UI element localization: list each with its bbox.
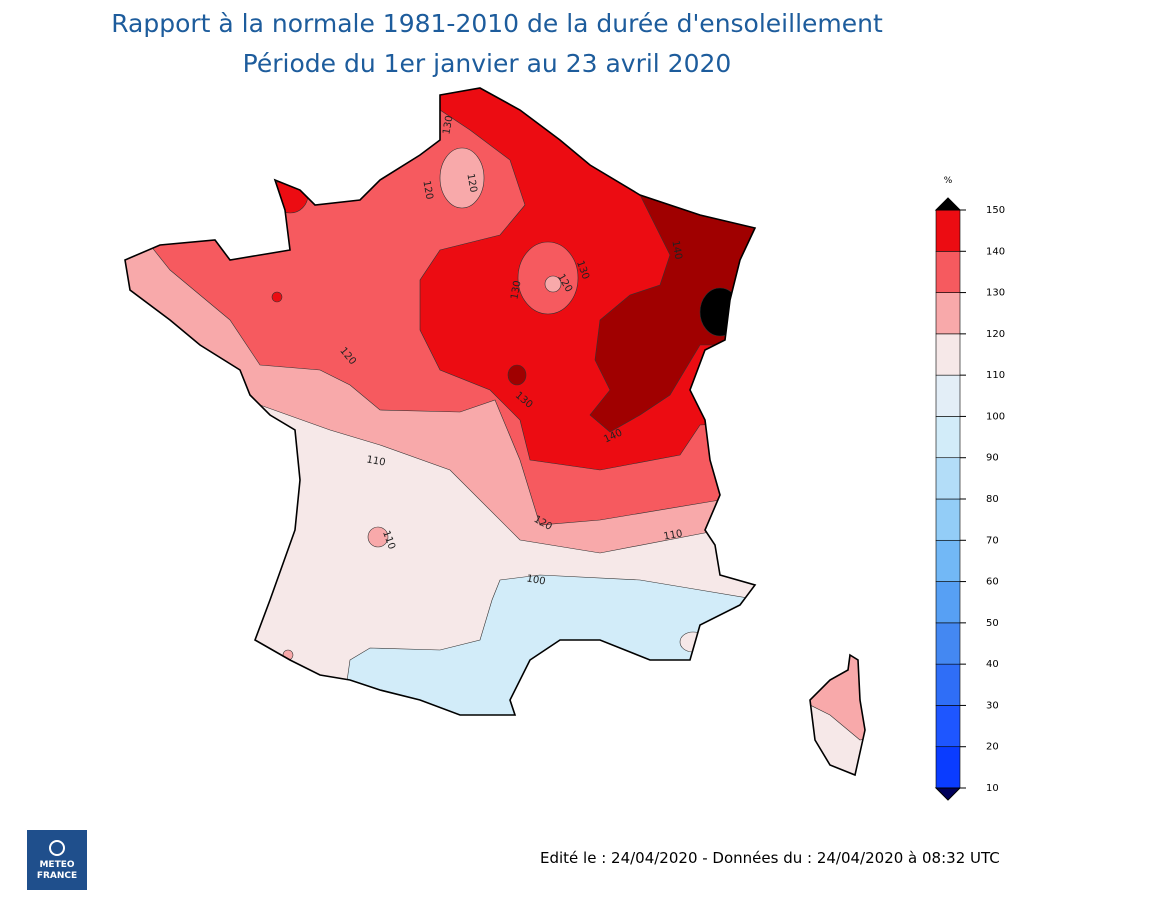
colorbar-under <box>934 787 962 801</box>
colorbar-band <box>935 746 961 789</box>
colorbar-tick-label: 60 <box>986 577 999 588</box>
contour-label: 110 <box>366 454 387 468</box>
colorbar-tick-label: 110 <box>986 370 1005 381</box>
field-110-120 <box>439 147 485 209</box>
colorbar-band <box>935 457 961 500</box>
colorbar-band <box>935 250 961 293</box>
colorbar-band <box>935 622 961 665</box>
contour-label: 130 <box>441 115 455 136</box>
colorbar-band <box>935 539 961 582</box>
field-130-140 <box>271 291 283 303</box>
logo: METEO FRANCE <box>27 830 87 890</box>
colorbar-unit: % <box>944 176 953 186</box>
field-140-150 <box>507 364 527 386</box>
france-fields <box>125 88 755 715</box>
colorbar-tick-label: 80 <box>986 494 999 505</box>
logo-icon <box>49 840 65 856</box>
field-110-120 <box>544 275 562 293</box>
colorbar-band <box>935 498 961 541</box>
contour-label: 120 <box>464 173 478 194</box>
colorbar-tick-label: 30 <box>986 700 999 711</box>
colorbar: % 10 20 30 40 50 60 70 80 90 100 110 120 130 140 150 <box>934 176 1005 801</box>
colorbar-band <box>935 292 961 335</box>
title: Rapport à la normale 1981-2010 de la dur… <box>111 9 883 38</box>
colorbar-over <box>934 197 962 211</box>
colorbar-tick-label: 40 <box>986 659 999 670</box>
colorbar-tick-label: 10 <box>986 783 999 794</box>
field-110-120 <box>367 526 389 548</box>
colorbar-band <box>935 374 961 417</box>
logo-text: FRANCE <box>37 871 77 881</box>
colorbar-band <box>935 705 961 748</box>
colorbar-tick-label: 140 <box>986 246 1005 257</box>
colorbar-band <box>935 581 961 624</box>
colorbar-tick-label: 130 <box>986 288 1005 299</box>
contour-label: 130 <box>509 280 523 301</box>
contour-label: 110 <box>663 528 684 542</box>
colorbar-band <box>935 416 961 459</box>
colorbar-band <box>935 209 961 252</box>
colorbar-tick-label: 150 <box>986 205 1005 216</box>
colorbar-tick-label: 50 <box>986 618 999 629</box>
colorbar-tick-label: 20 <box>986 742 999 753</box>
colorbar-band <box>935 333 961 376</box>
colorbar-tick-label: 90 <box>986 453 999 464</box>
colorbar-tick-label: 70 <box>986 535 999 546</box>
colorbar-tick-label: 120 <box>986 329 1005 340</box>
france-border <box>124 87 757 716</box>
field-over-150 <box>699 287 741 337</box>
subtitle: Période du 1er janvier au 23 avril 2020 <box>243 49 732 78</box>
corsica-border <box>809 653 866 777</box>
contour-label: 140 <box>669 240 683 261</box>
contour-label: 100 <box>526 573 547 587</box>
logo-text: METEO <box>39 860 74 870</box>
colorbar-band <box>935 663 961 706</box>
footer: Edité le : 24/04/2020 - Données du : 24/… <box>540 849 1000 867</box>
contour-label: 120 <box>420 180 434 201</box>
colorbar-tick-label: 100 <box>986 411 1005 422</box>
field-130-140 <box>271 176 309 214</box>
